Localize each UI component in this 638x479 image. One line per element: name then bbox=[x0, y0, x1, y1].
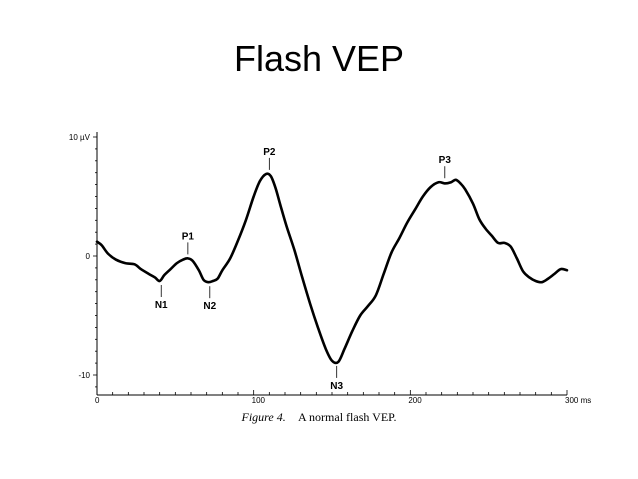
peak-label-n2: N2 bbox=[203, 301, 216, 312]
x-tick-label: 100 bbox=[252, 396, 266, 405]
y-tick-label: 10 µV bbox=[69, 133, 91, 142]
y-tick-label: 0 bbox=[86, 252, 91, 261]
vep-waveform-line bbox=[95, 172, 569, 365]
figure-caption-text: A normal flash VEP. bbox=[298, 410, 397, 424]
figure-caption: Figure 4. A normal flash VEP. bbox=[0, 410, 638, 425]
peak-label-n1: N1 bbox=[155, 300, 168, 311]
x-tick-label: 0 bbox=[95, 396, 100, 405]
x-tick-label: 200 bbox=[408, 396, 422, 405]
chart-series-group bbox=[95, 172, 569, 365]
slide-title: Flash VEP bbox=[233, 38, 405, 79]
peak-label-n3: N3 bbox=[330, 381, 343, 392]
chart-axes bbox=[96, 132, 567, 396]
y-tick-label: -10 bbox=[78, 371, 90, 380]
peak-label-p2: P2 bbox=[263, 147, 276, 158]
chart-ticks: 10 µV 0 -10 0 100 200 300 ms bbox=[69, 133, 591, 405]
peak-label-p3: P3 bbox=[439, 155, 452, 166]
peak-label-p1: P1 bbox=[182, 231, 195, 242]
x-tick-label: 300 ms bbox=[565, 396, 591, 405]
figure-label: Figure 4. bbox=[241, 410, 286, 424]
chart-annotations: N1 P1 N2 P2 N3 P3 bbox=[155, 147, 452, 392]
